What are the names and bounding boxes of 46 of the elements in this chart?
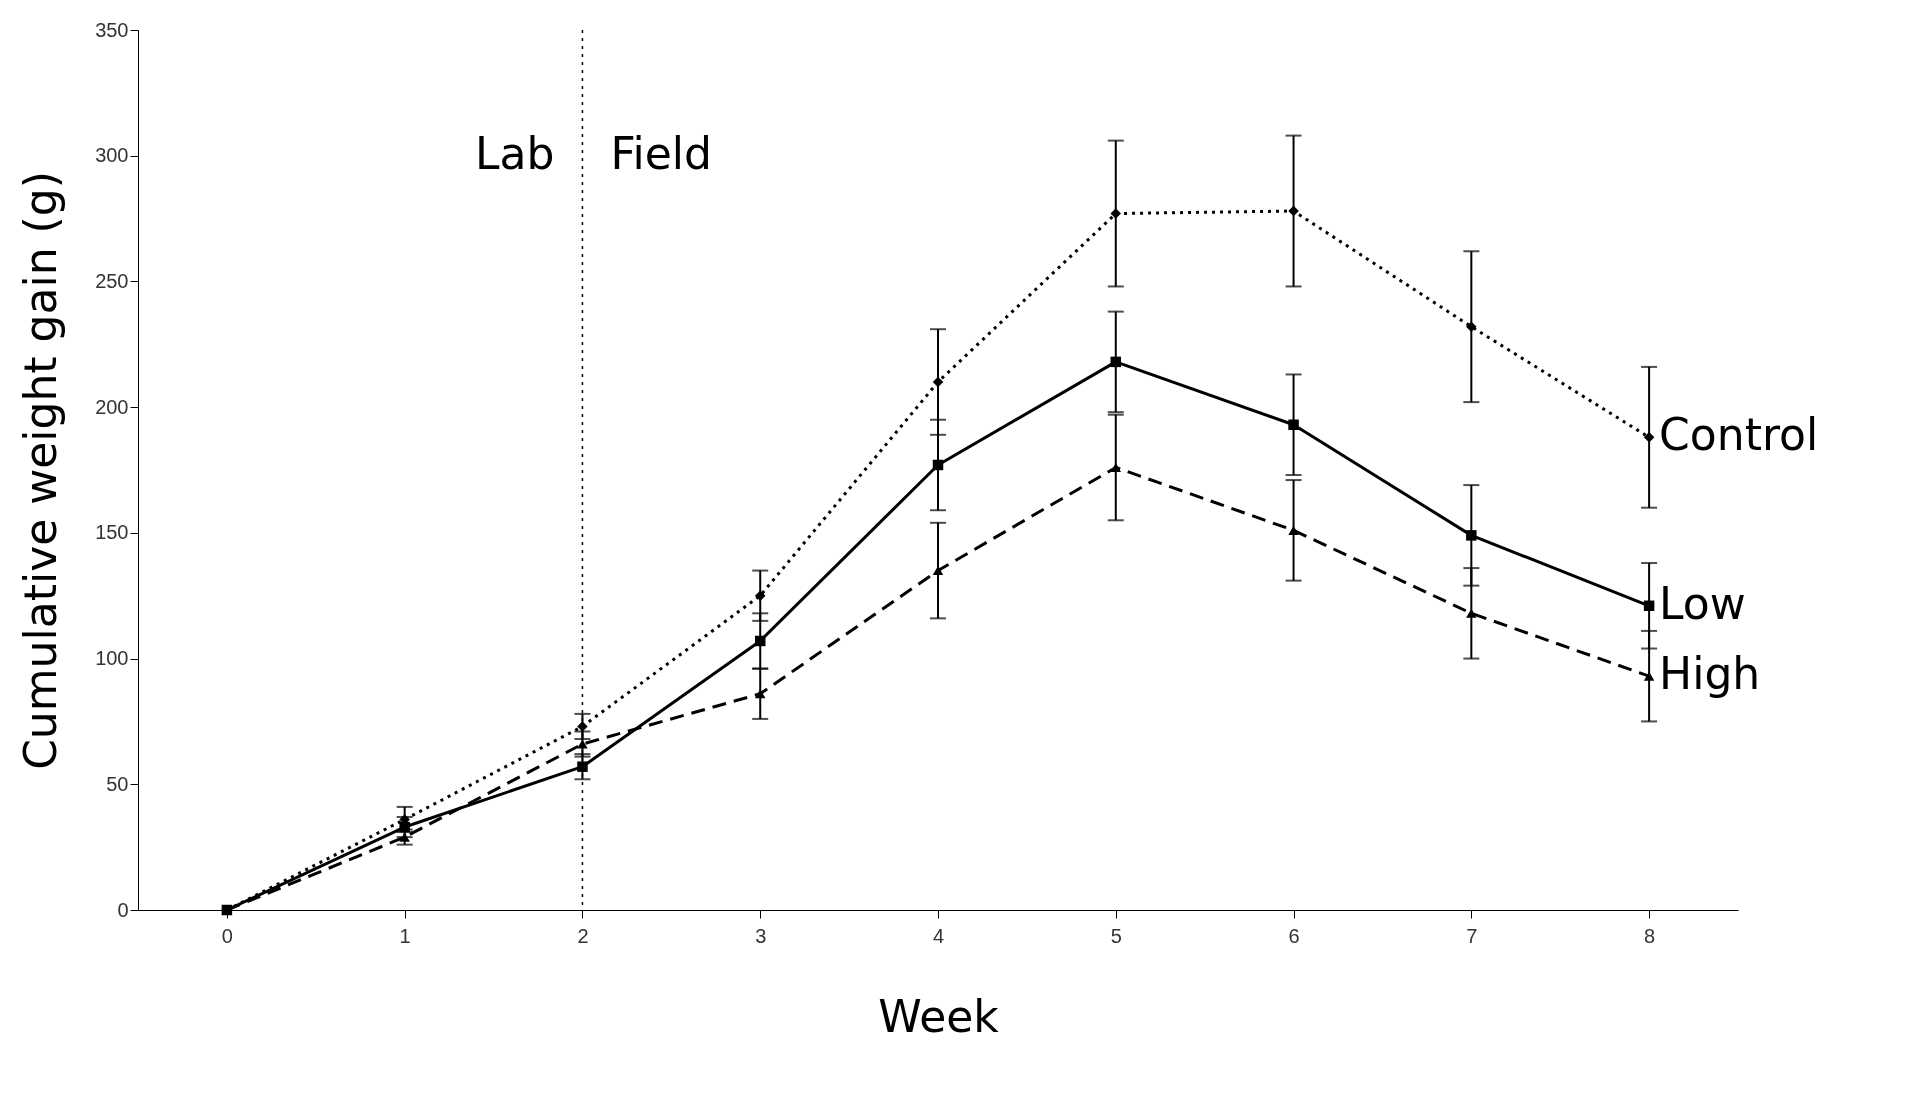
point [1466,608,1477,618]
y-axis-title: Cumulative weight gain (g) [15,171,67,770]
y-tick-label: 250 [95,269,129,292]
point [932,566,944,576]
x-tick-label: 1 [399,924,411,947]
point [1466,530,1477,541]
point [1110,356,1122,368]
point [577,761,588,772]
series-label: Control [1659,409,1819,461]
point [932,376,944,388]
point [754,635,766,647]
point [399,832,410,842]
series-label: Low [1659,577,1746,629]
point [1288,205,1299,217]
point [1288,419,1299,430]
y-tick-label: 350 [95,18,129,41]
x-tick-label: 2 [577,924,589,947]
x-tick-label: 6 [1288,924,1300,947]
point [754,590,766,601]
x-axis-title: Week [878,990,1000,1042]
y-tick-label: 150 [95,521,129,544]
x-tick-label: 4 [932,924,945,947]
point [1110,462,1122,473]
point [1643,600,1655,612]
point [932,459,944,471]
point [1643,432,1655,443]
x-tick-label: 5 [1110,924,1122,947]
x-tick-label: 7 [1466,924,1478,947]
point [1466,321,1477,332]
x-tick-label: 0 [221,924,233,947]
annotation: Lab [475,127,555,179]
y-tick-label: 300 [95,144,129,167]
x-tick-label: 8 [1644,924,1656,947]
point [1288,525,1299,535]
point [1110,208,1122,219]
y-tick-label: 100 [95,647,129,670]
y-tick-label: 0 [117,898,129,921]
point [577,721,588,732]
y-tick-label: 50 [106,772,129,795]
x-tick-label: 3 [755,924,767,947]
point [577,739,588,749]
point [754,689,766,699]
series-label: High [1659,648,1761,700]
y-tick-label: 200 [95,395,129,418]
point [1643,671,1655,681]
annotation: Field [610,127,713,179]
